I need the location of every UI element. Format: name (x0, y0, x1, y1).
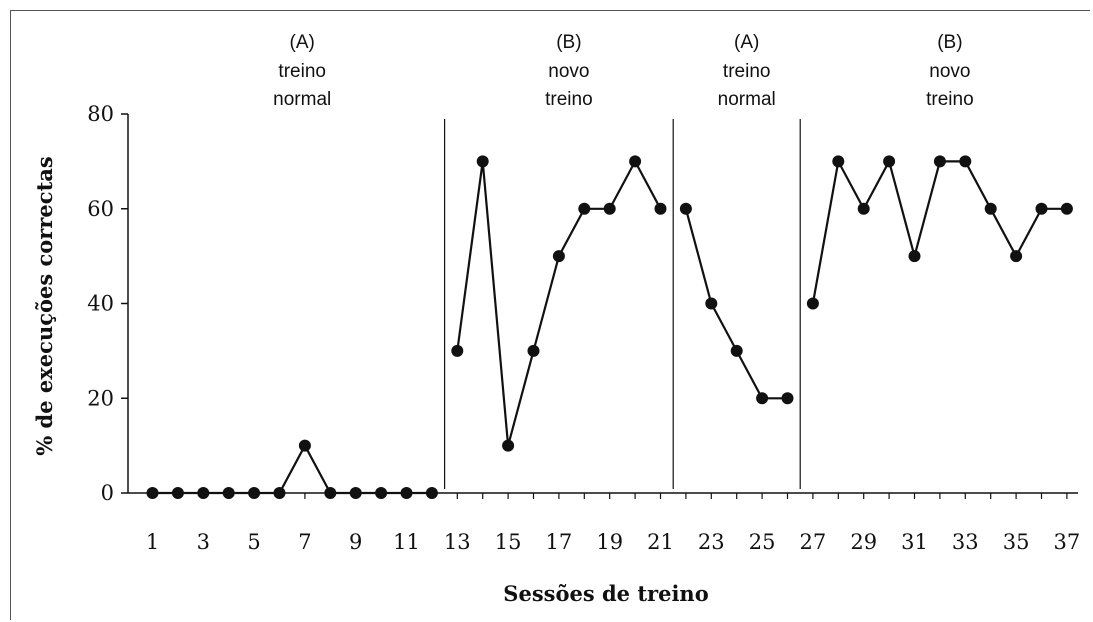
phase-name-line2: treino (926, 89, 974, 110)
data-point (477, 155, 489, 167)
data-point (909, 250, 921, 262)
data-point (832, 155, 844, 167)
data-point (172, 487, 184, 499)
x-tick-label: 35 (1003, 530, 1030, 554)
data-point (705, 298, 717, 310)
data-points (147, 155, 1073, 499)
data-point (731, 345, 743, 357)
data-point (274, 487, 286, 499)
y-axis-title: % de execuções correctas (32, 156, 57, 455)
x-tick-label: 33 (952, 530, 979, 554)
data-point (604, 203, 616, 215)
data-point (655, 203, 667, 215)
data-point (959, 155, 971, 167)
data-point (350, 487, 362, 499)
data-point (1061, 203, 1073, 215)
phase-name-line1: novo (548, 61, 589, 82)
data-point (375, 487, 387, 499)
x-tick-label: 11 (393, 530, 420, 554)
y-tick-label: 80 (87, 102, 114, 126)
data-point (299, 440, 311, 452)
x-tick-label: 13 (444, 530, 471, 554)
x-tick-label: 7 (298, 530, 311, 554)
data-point (197, 487, 209, 499)
data-point (223, 487, 235, 499)
data-point (528, 345, 540, 357)
phase-dividers (445, 119, 801, 489)
series-line (686, 209, 788, 398)
x-tick-label: 1 (146, 530, 159, 554)
data-point (680, 203, 692, 215)
data-point (858, 203, 870, 215)
data-point (502, 440, 514, 452)
y-tick-label: 40 (87, 292, 114, 316)
x-tick-label: 37 (1054, 530, 1081, 554)
phase-name-line1: novo (929, 61, 970, 82)
x-tick-label: 17 (546, 530, 573, 554)
x-tick-label: 31 (901, 530, 928, 554)
x-tick-label: 15 (495, 530, 522, 554)
series-line (813, 161, 1067, 303)
phase-name-line1: treino (723, 61, 771, 82)
x-tick-label: 9 (349, 530, 362, 554)
series-line (457, 161, 660, 445)
x-tick-label: 3 (197, 530, 210, 554)
data-point (782, 392, 794, 404)
x-tick-label: 21 (647, 530, 674, 554)
x-tick-label: 25 (749, 530, 776, 554)
y-tick-label: 60 (87, 197, 114, 221)
data-point (934, 155, 946, 167)
series-line (153, 446, 432, 493)
data-point (883, 155, 895, 167)
data-point (807, 298, 819, 310)
phase-code-label: (B) (556, 32, 581, 53)
data-point (578, 203, 590, 215)
x-tick-label: 19 (596, 530, 623, 554)
data-point (401, 487, 413, 499)
y-tick-label: 20 (87, 386, 114, 410)
data-point (553, 250, 565, 262)
x-tick-label: 5 (247, 530, 260, 554)
data-point (1036, 203, 1048, 215)
phase-name-line1: treino (278, 61, 326, 82)
y-tick-label: 0 (101, 481, 114, 505)
x-tick-label: 27 (800, 530, 827, 554)
data-point (147, 487, 159, 499)
data-point (756, 392, 768, 404)
x-axis-title: Sessões de treino (503, 581, 708, 606)
phase-name-line2: normal (273, 89, 331, 110)
phase-labels: (A) treino normal (B) novo treino (A) treino nor… (273, 32, 974, 110)
data-point (1010, 250, 1022, 262)
data-point (985, 203, 997, 215)
data-point (629, 155, 641, 167)
phase-name-line2: normal (718, 89, 776, 110)
phase-name-line2: treino (545, 89, 593, 110)
phase-code-label: (A) (734, 32, 759, 53)
data-point (324, 487, 336, 499)
x-tick-label: 23 (698, 530, 725, 554)
phase-code-label: (A) (290, 32, 315, 53)
data-point (451, 345, 463, 357)
x-tick-label: 29 (850, 530, 877, 554)
data-point (248, 487, 260, 499)
data-point (426, 487, 438, 499)
phase-code-label: (B) (937, 32, 962, 53)
